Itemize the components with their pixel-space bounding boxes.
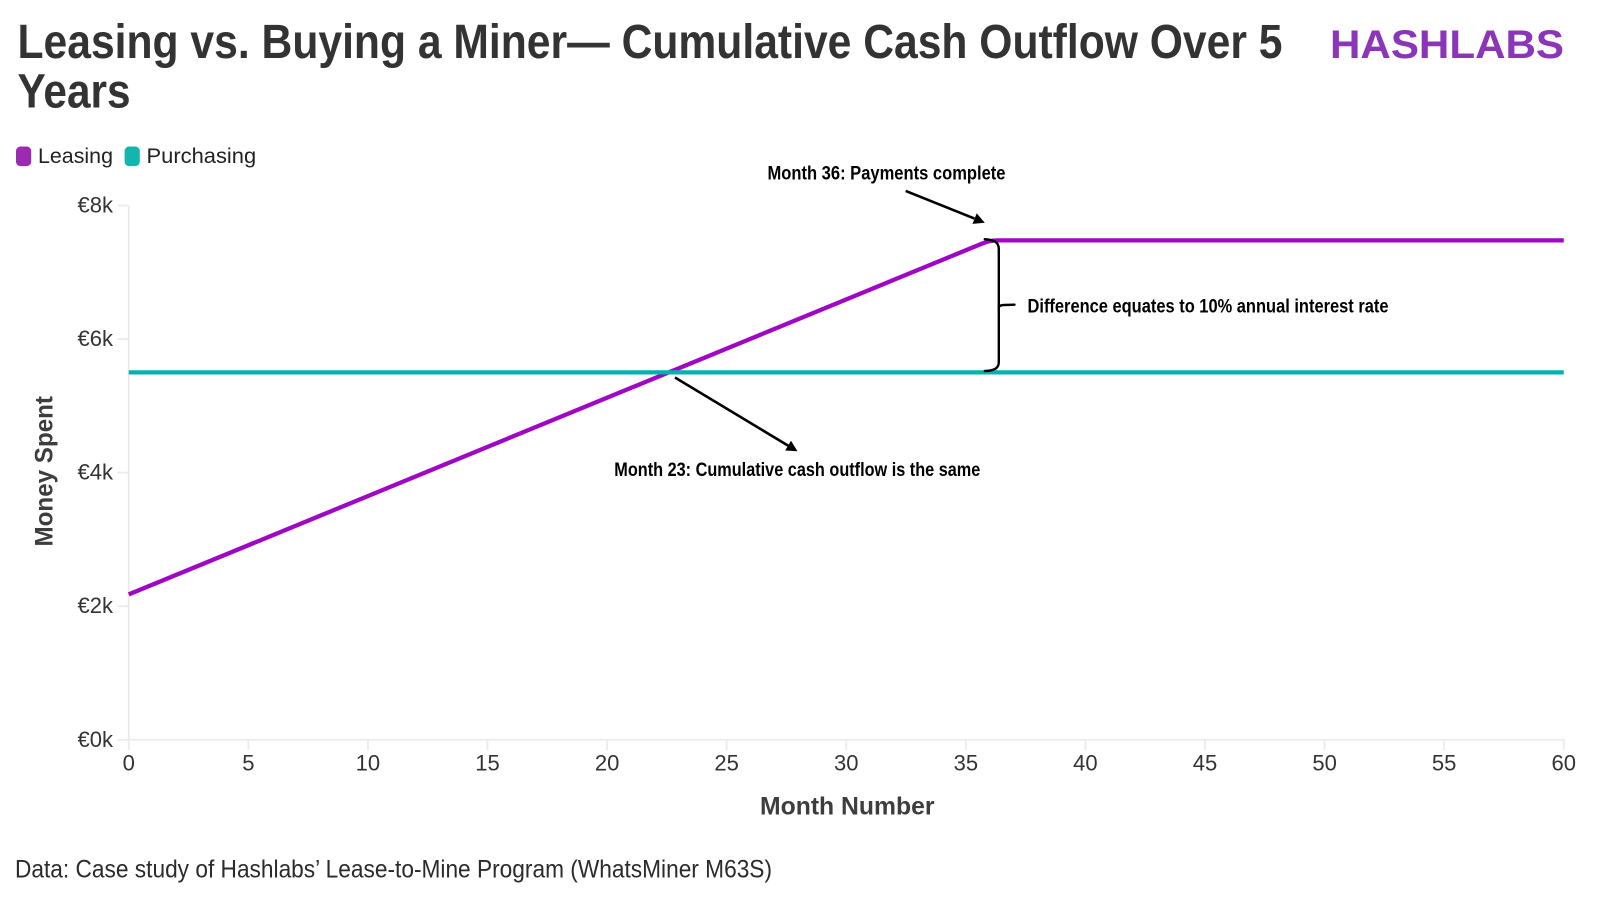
svg-text:€0k: €0k: [78, 727, 114, 752]
svg-text:35: 35: [954, 751, 978, 776]
svg-text:Leasing: Leasing: [38, 144, 113, 168]
svg-text:€8k: €8k: [78, 193, 114, 218]
svg-text:€4k: €4k: [78, 460, 114, 485]
svg-text:50: 50: [1312, 751, 1336, 776]
svg-text:25: 25: [714, 751, 738, 776]
svg-text:€2k: €2k: [78, 593, 114, 618]
svg-text:Month Number: Month Number: [760, 793, 935, 821]
svg-text:Month 23: Cumulative cash outf: Month 23: Cumulative cash outflow is the…: [614, 459, 980, 481]
svg-text:Leasing vs. Buying a Miner— Cu: Leasing vs. Buying a Miner— Cumulative C…: [18, 16, 1283, 69]
svg-text:Purchasing: Purchasing: [147, 144, 257, 168]
svg-text:Month 36: Payments complete: Month 36: Payments complete: [768, 163, 1006, 185]
svg-text:20: 20: [595, 751, 619, 776]
svg-text:10: 10: [356, 751, 380, 776]
svg-text:Money Spent: Money Spent: [31, 395, 59, 546]
svg-text:0: 0: [123, 751, 135, 776]
svg-text:60: 60: [1552, 751, 1576, 776]
svg-text:15: 15: [475, 751, 499, 776]
svg-text:45: 45: [1193, 751, 1217, 776]
svg-text:HASHLABS: HASHLABS: [1330, 23, 1564, 67]
svg-text:€6k: €6k: [78, 326, 114, 351]
svg-text:Years: Years: [18, 65, 131, 118]
svg-text:Data: Case study of Hashlabs’: Data: Case study of Hashlabs’ Lease-to-M…: [15, 856, 772, 884]
svg-text:Difference equates to 10% annu: Difference equates to 10% annual interes…: [1028, 296, 1389, 318]
svg-text:55: 55: [1432, 751, 1456, 776]
svg-text:5: 5: [242, 751, 254, 776]
svg-text:30: 30: [834, 751, 858, 776]
svg-text:40: 40: [1073, 751, 1097, 776]
